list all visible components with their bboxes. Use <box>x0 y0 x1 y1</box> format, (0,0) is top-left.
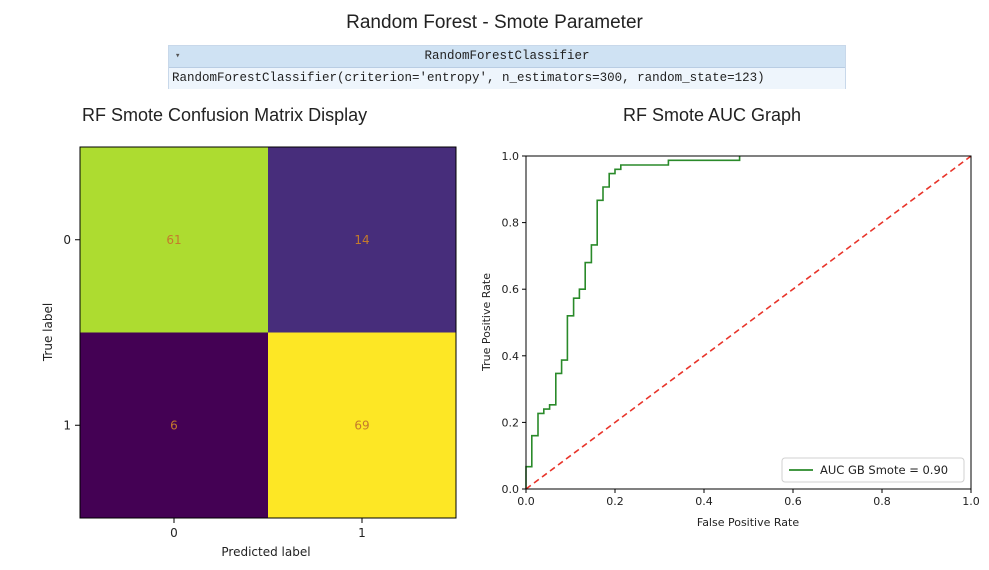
roc-chart-title: RF Smote AUC Graph <box>623 105 802 125</box>
roc-legend-box <box>781 457 965 483</box>
cm-cell-0-1 <box>268 147 456 333</box>
roc-curve-line <box>525 156 741 489</box>
roc-x-tick-label: 0.4 <box>695 495 713 508</box>
cm-y-axis-label: True label <box>41 303 55 362</box>
model-repr-header[interactable]: ▾ RandomForestClassifier <box>169 46 845 68</box>
model-repr-text: RandomForestClassifier(criterion='entrop… <box>169 68 845 89</box>
chance-diagonal-line <box>525 155 972 490</box>
cm-cell-1-0 <box>80 332 268 518</box>
roc-y-tick-label: 1.0 <box>502 150 520 163</box>
roc-x-axis-label: False Positive Rate <box>697 516 799 529</box>
roc-x-tick-label: 0.2 <box>606 495 624 508</box>
roc-y-tick-label: 0.6 <box>502 283 520 296</box>
cm-y-tick-label: 1 <box>63 418 71 432</box>
cm-value-label-1-1: 69 <box>354 418 369 432</box>
roc-y-axis-label: True Positive Rate <box>480 273 493 372</box>
roc-x-tick-label: 1.0 <box>962 495 980 508</box>
model-repr-box[interactable]: ▾ RandomForestClassifier RandomForestCla… <box>168 45 846 89</box>
cm-y-tick-label: 0 <box>63 233 71 247</box>
roc-y-tick-label: 0.4 <box>502 350 520 363</box>
cm-value-label-1-0: 6 <box>170 418 178 432</box>
confusion-matrix-frame <box>79 146 457 519</box>
page-title: Random Forest - Smote Parameter <box>346 12 643 33</box>
collapse-caret-icon[interactable]: ▾ <box>175 51 181 61</box>
roc-y-tick-label: 0.8 <box>502 217 520 230</box>
roc-y-tick-label: 0.0 <box>502 483 520 496</box>
cm-x-tick-label: 0 <box>170 526 178 540</box>
cm-cell-1-1 <box>268 332 456 518</box>
cm-value-label-0-1: 14 <box>354 233 369 247</box>
cm-x-tick-label: 1 <box>358 526 366 540</box>
cm-cell-0-0 <box>80 147 268 333</box>
roc-x-tick-label: 0.6 <box>784 495 802 508</box>
roc-x-tick-label: 0.0 <box>517 495 535 508</box>
cm-value-label-0-0: 61 <box>166 233 181 247</box>
confusion-matrix-title: RF Smote Confusion Matrix Display <box>82 105 368 125</box>
roc-x-tick-label: 0.8 <box>873 495 891 508</box>
model-class-name: RandomForestClassifier <box>424 49 590 63</box>
roc-legend-label: AUC GB Smote = 0.90 <box>820 463 948 477</box>
roc-plot-frame <box>525 155 972 490</box>
cm-x-axis-label: Predicted label <box>221 545 310 559</box>
roc-y-tick-label: 0.2 <box>502 416 520 429</box>
roc-legend: AUC GB Smote = 0.90 <box>781 457 965 483</box>
